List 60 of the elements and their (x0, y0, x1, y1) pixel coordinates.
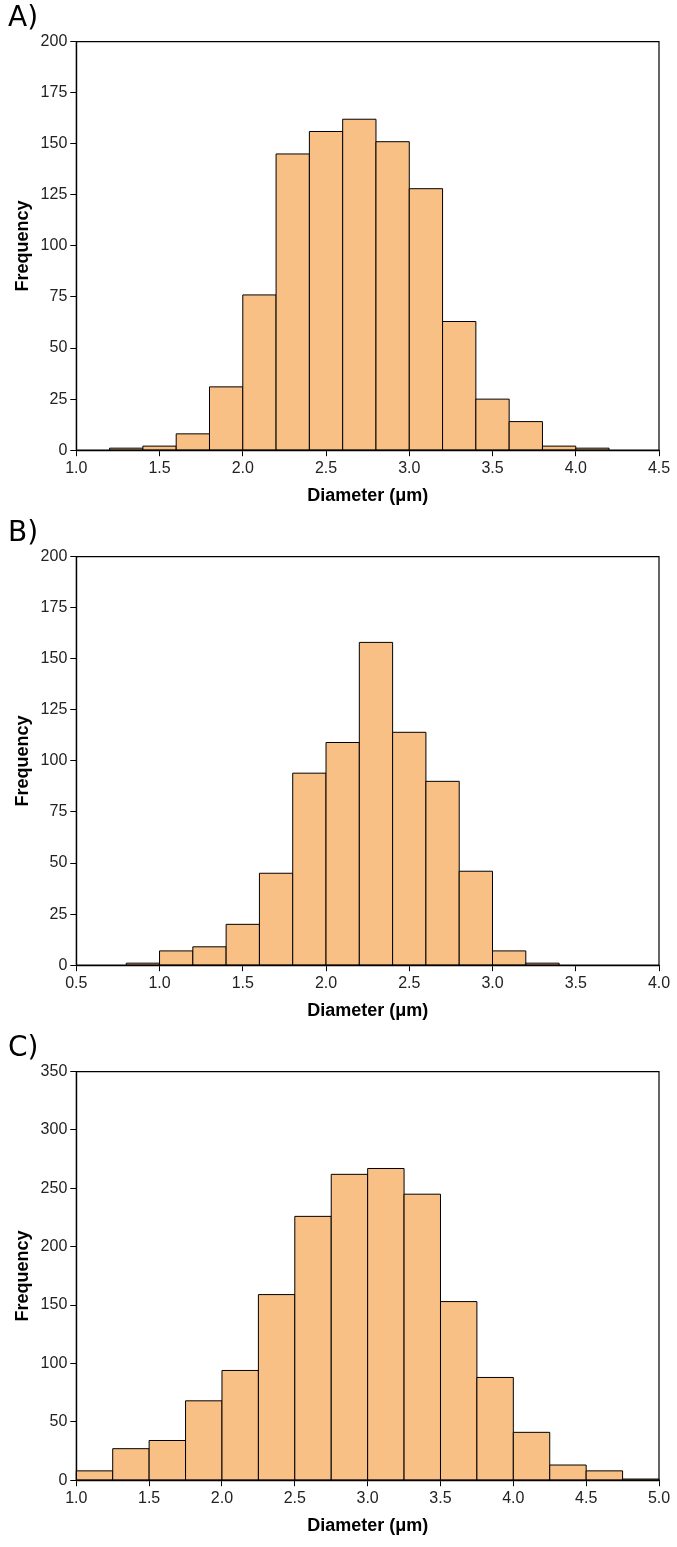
y-tick-label: 75 (49, 287, 68, 305)
y-tick-label: 175 (40, 598, 68, 616)
x-tick-label: 4.0 (502, 1489, 525, 1507)
y-tick-label: 125 (40, 700, 68, 718)
x-tick-label: 3.0 (398, 459, 421, 477)
x-tick-label: 3.0 (356, 1489, 379, 1507)
y-tick-label: 125 (40, 185, 68, 203)
y-axis-title: Frequency (11, 200, 32, 292)
y-tick-label: 175 (40, 83, 68, 101)
y-tick-label: 100 (40, 236, 68, 254)
chart-title: B) (8, 515, 39, 549)
y-tick-label: 0 (58, 440, 68, 458)
y-tick-label: 250 (40, 1178, 68, 1196)
y-tick-label: 200 (40, 32, 68, 50)
x-tick-label: 2.0 (314, 974, 338, 992)
x-tick-label: 1.0 (65, 1489, 88, 1507)
y-tick-label: 25 (49, 904, 68, 922)
x-tick-label: 5.0 (647, 1489, 671, 1507)
x-tick-label: 3.5 (481, 459, 504, 477)
y-tick-label: 150 (40, 134, 68, 152)
y-tick-label: 200 (40, 547, 68, 565)
chart-title: A) (8, 0, 39, 34)
y-axis-title: Frequency (11, 1230, 32, 1322)
y-tick-label: 100 (40, 751, 68, 769)
y-tick-label: 350 (40, 1062, 68, 1080)
y-tick-label: 25 (49, 389, 68, 407)
x-tick-label: 2.0 (210, 1489, 234, 1507)
x-tick-label: 3.5 (564, 974, 587, 992)
x-tick-label: 3.0 (481, 974, 504, 992)
chart-title: C) (8, 1030, 39, 1064)
y-tick-label: 150 (40, 1295, 68, 1313)
x-axis-title: Diameter (μm) (307, 485, 429, 506)
x-tick-label: 2.0 (231, 459, 254, 477)
x-tick-label: 4.5 (647, 459, 671, 477)
y-tick-label: 0 (58, 955, 68, 973)
x-tick-label: 1.0 (148, 974, 171, 992)
x-tick-label: 1.5 (148, 459, 171, 477)
x-tick-label: 1.5 (138, 1489, 161, 1507)
x-tick-label: 1.5 (231, 974, 254, 992)
x-tick-label: 0.5 (65, 974, 88, 992)
x-axis-title: Diameter (μm) (307, 1000, 429, 1021)
y-axis-title: Frequency (11, 715, 32, 807)
y-tick-label: 50 (49, 853, 68, 871)
x-tick-label: 2.5 (398, 974, 421, 992)
y-tick-label: 50 (49, 338, 68, 356)
y-tick-label: 200 (40, 1237, 68, 1255)
x-tick-label: 4.5 (575, 1489, 598, 1507)
y-tick-label: 0 (58, 1470, 68, 1488)
y-tick-label: 100 (40, 1353, 68, 1371)
x-tick-label: 3.5 (429, 1489, 452, 1507)
x-tick-label: 4.0 (564, 459, 587, 477)
y-tick-label: 50 (49, 1412, 68, 1430)
x-tick-label: 2.5 (314, 459, 338, 477)
y-tick-label: 300 (40, 1120, 68, 1138)
x-tick-label: 1.0 (65, 459, 88, 477)
y-tick-label: 75 (49, 802, 68, 820)
y-tick-label: 150 (40, 649, 68, 667)
x-tick-label: 2.5 (283, 1489, 307, 1507)
x-axis-title: Diameter (μm) (307, 1515, 429, 1536)
x-tick-label: 4.0 (647, 974, 671, 992)
